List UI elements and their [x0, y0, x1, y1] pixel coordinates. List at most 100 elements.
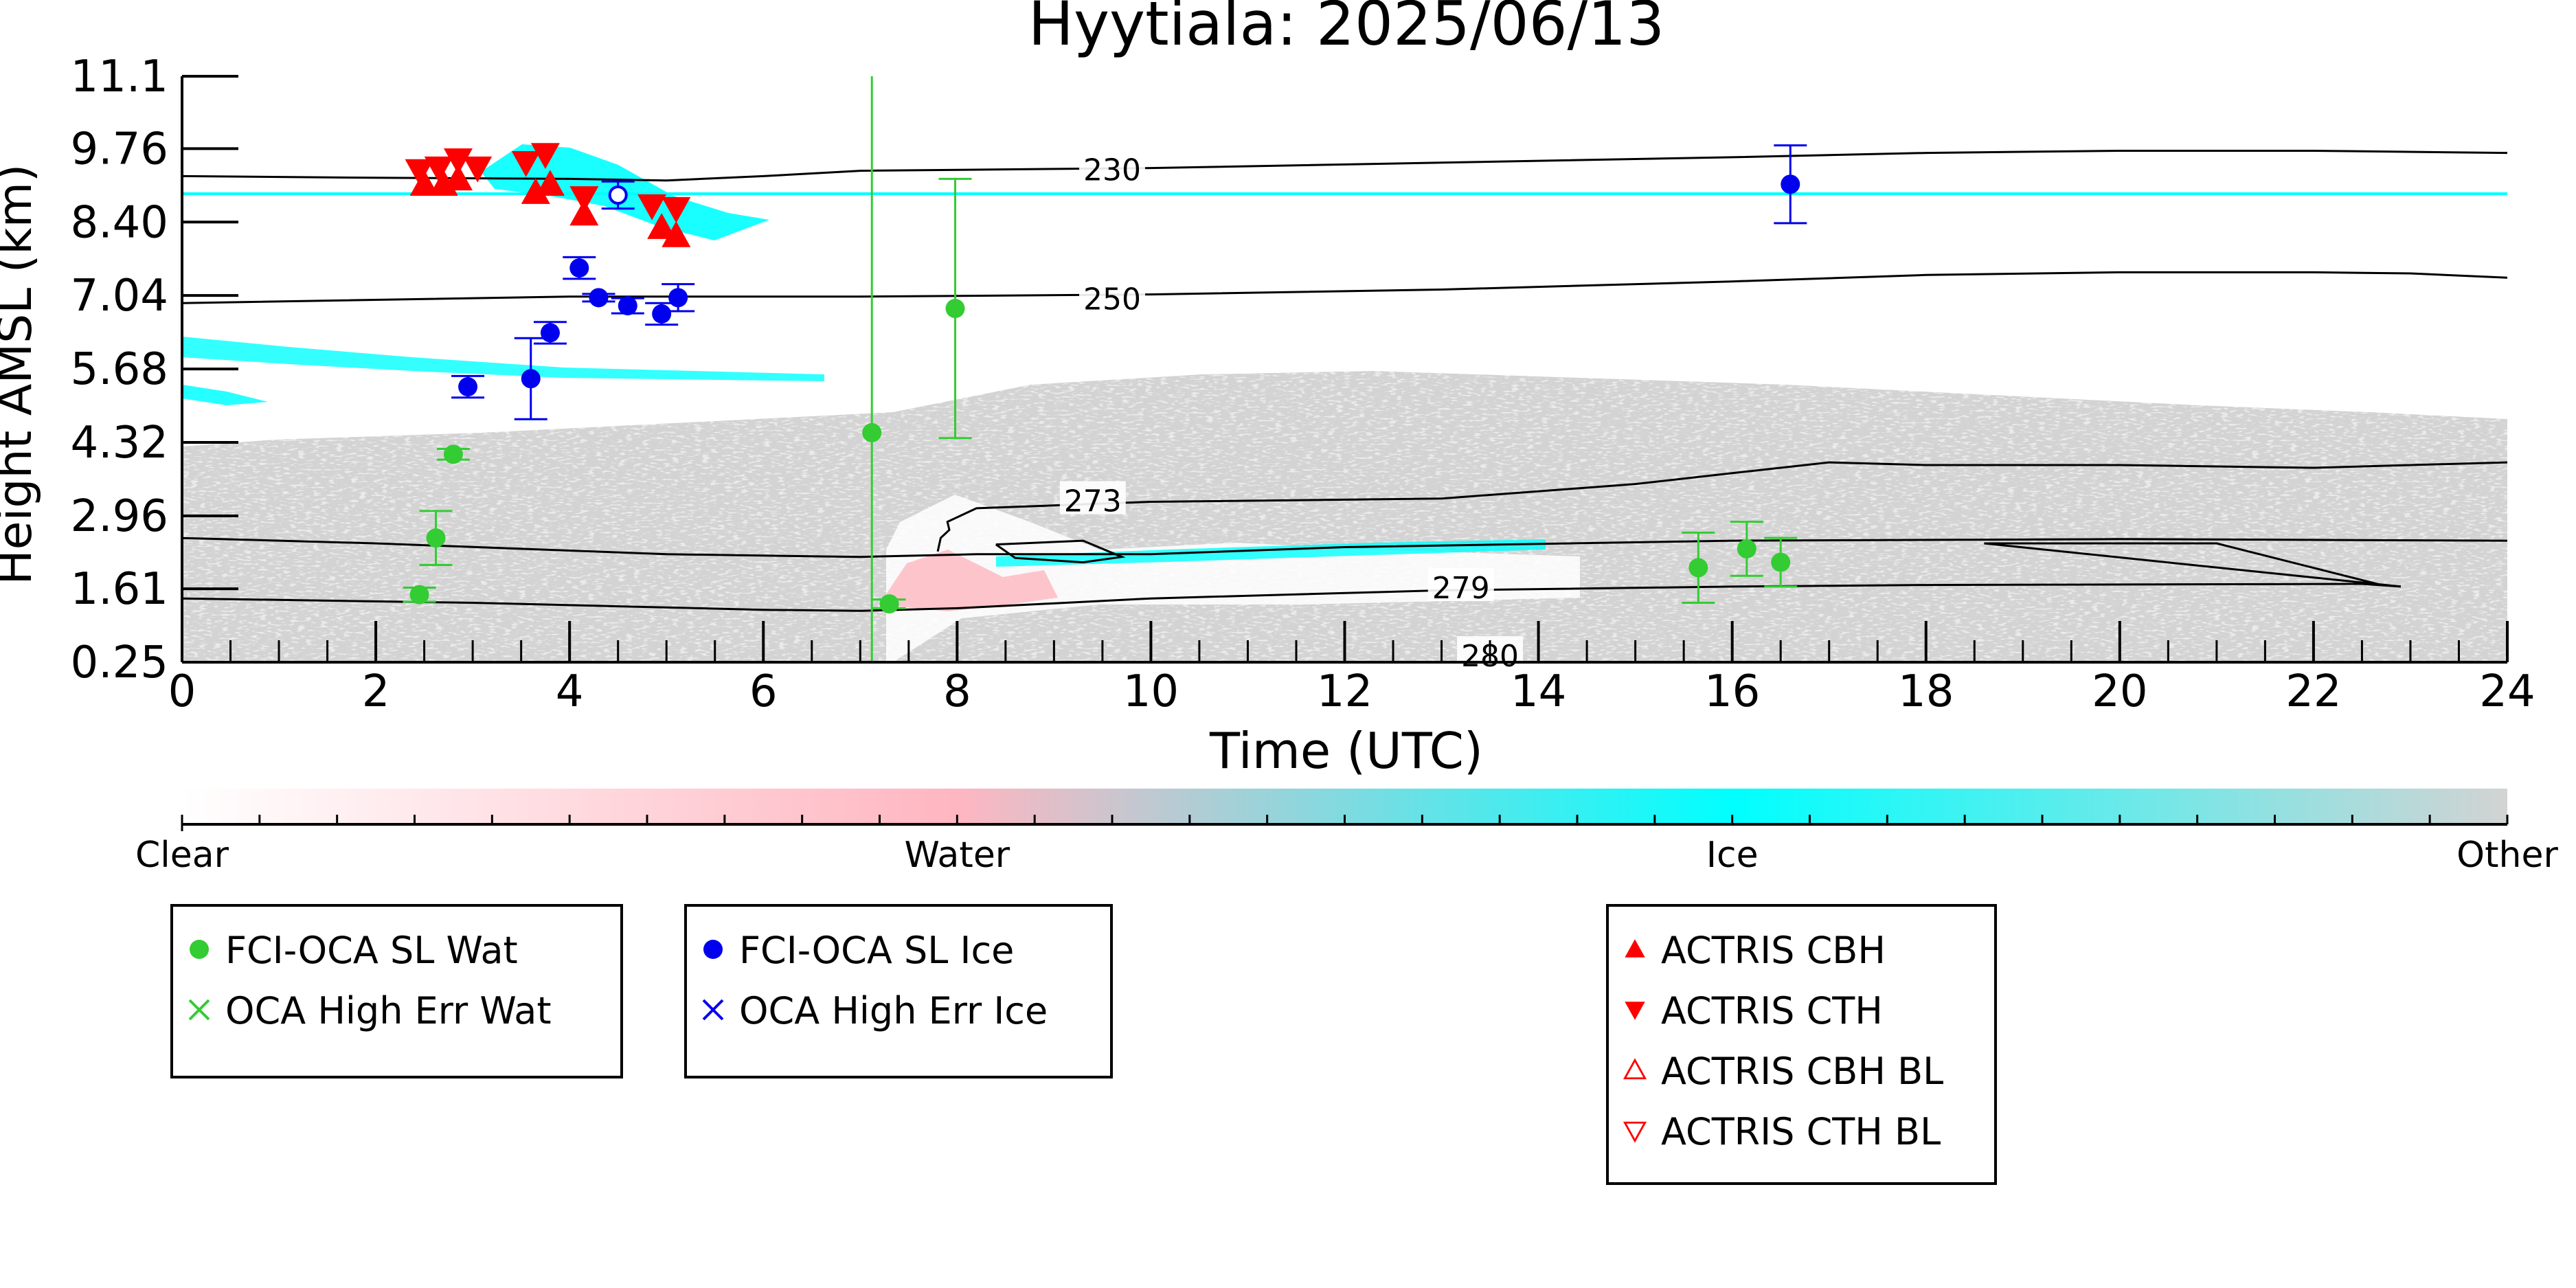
legends: FCI-OCA SL Wat OCA High Err Wat FCI-OCA SL… [170, 904, 1997, 1185]
contour-line [182, 536, 2507, 558]
data-point [608, 185, 628, 205]
contour-line [182, 271, 2507, 304]
chart-title: Hyytiala: 2025/06/13 [1028, 0, 1664, 59]
x-tick-label: 22 [2285, 666, 2341, 717]
data-point [540, 323, 560, 343]
x-tick-label: 2 [362, 666, 390, 717]
x-axis-ticks: 0 2 4 6 8 10 12 14 16 18 20 22 24 [168, 621, 2535, 717]
data-point [458, 377, 478, 397]
x-tick-label: 10 [1123, 666, 1179, 717]
data-point [652, 304, 672, 324]
y-tick-label: 4.32 [71, 418, 169, 468]
y-tick-label: 9.76 [71, 124, 169, 174]
contour-label-bg [1427, 568, 1494, 602]
contour-line [182, 583, 2402, 612]
data-point [662, 221, 691, 247]
data-point [409, 585, 429, 605]
legend-marker [1623, 1058, 1647, 1080]
temperature-contours [182, 150, 2507, 612]
x-tick-label: 0 [168, 666, 196, 717]
data-point [1737, 539, 1756, 558]
contour-label: 279 [1432, 571, 1490, 606]
ice-layer-mid [182, 337, 824, 381]
x-tick-label: 8 [943, 666, 971, 717]
data-point [535, 170, 565, 196]
contour-label: 273 [1064, 484, 1122, 519]
data-point [409, 170, 439, 196]
data-point [862, 422, 882, 442]
data-point [424, 156, 453, 183]
x-tick-label: 16 [1704, 666, 1760, 717]
data-point [569, 258, 589, 278]
data-point [879, 594, 899, 614]
y-tick-label: 1.61 [71, 564, 169, 615]
data-point [637, 194, 667, 221]
y-tick-label: 7.04 [71, 271, 169, 321]
data-point [443, 148, 473, 174]
legend-label: ACTRIS CTH BL [1661, 1110, 1941, 1153]
colorbar-label: Water [904, 835, 1010, 876]
data-point [668, 288, 688, 308]
legend-label: ACTRIS CBH [1661, 929, 1886, 972]
data-point [569, 186, 599, 212]
y-axis-ticks: 0.25 1.61 2.96 4.32 5.68 7.04 8.40 9.76 11.1 [71, 52, 238, 688]
contour-loop [995, 539, 1126, 564]
y-tick-label: 11.1 [71, 52, 169, 102]
ice-layer-low [182, 385, 268, 405]
data-point [443, 164, 473, 191]
contour-line [182, 150, 2507, 182]
data-point [405, 159, 434, 185]
contour-label: 230 [1083, 153, 1141, 188]
contour-line [936, 461, 2507, 552]
legend-box [1606, 904, 1997, 1185]
data-point [463, 156, 493, 183]
colorbar-label: Other [2456, 835, 2558, 876]
contour-label-bg [1059, 481, 1126, 515]
data-point [521, 178, 550, 204]
contour-label-bg [1079, 279, 1145, 313]
legend-marker [703, 940, 723, 959]
legend-label: ACTRIS CBH BL [1661, 1050, 1943, 1093]
x-tick-label: 14 [1511, 666, 1566, 717]
x-tick-label: 24 [2479, 666, 2535, 717]
data-point [1781, 174, 1800, 194]
data-markers [403, 143, 1807, 614]
legend-marker [188, 999, 210, 1021]
data-point [618, 296, 637, 316]
x-tick-label: 6 [749, 666, 778, 717]
y-axis-label: Height AMSL (km) [0, 164, 43, 585]
legend-label: OCA High Err Wat [225, 989, 552, 1032]
data-point [521, 369, 541, 389]
y-tick-label: 0.25 [71, 637, 169, 688]
x-tick-label: 4 [556, 666, 584, 717]
y-tick-label: 5.68 [71, 344, 169, 395]
data-point [530, 143, 560, 169]
legend-label: FCI-OCA SL Ice [739, 929, 1014, 972]
data-point [443, 444, 463, 464]
data-point [426, 528, 446, 548]
x-tick-label: 18 [1898, 666, 1954, 717]
legend-marker [1625, 939, 1645, 958]
legend-label: ACTRIS CTH [1661, 989, 1883, 1032]
data-point [569, 199, 599, 226]
x-axis-label: Time (UTC) [1209, 722, 1483, 780]
contour-label: 250 [1083, 282, 1141, 317]
colorbar-label: Clear [135, 835, 229, 876]
data-point [647, 213, 677, 239]
legend-marker [1623, 1121, 1647, 1143]
y-tick-label: 8.40 [71, 197, 169, 248]
data-point [1688, 558, 1708, 578]
data-point [662, 196, 691, 223]
legend-marker [1625, 1002, 1645, 1020]
ice-line [182, 192, 2507, 195]
data-point [511, 150, 541, 177]
legend-box [684, 904, 1113, 1078]
colorbar: Clear Water Ice Other [135, 789, 2558, 876]
contour-label-bg [1079, 150, 1145, 183]
legend-marker [702, 999, 724, 1021]
legend-label: FCI-OCA SL Wat [225, 929, 518, 972]
water-layer [879, 550, 1058, 611]
x-tick-label: 20 [2092, 666, 2147, 717]
data-point [589, 288, 609, 308]
